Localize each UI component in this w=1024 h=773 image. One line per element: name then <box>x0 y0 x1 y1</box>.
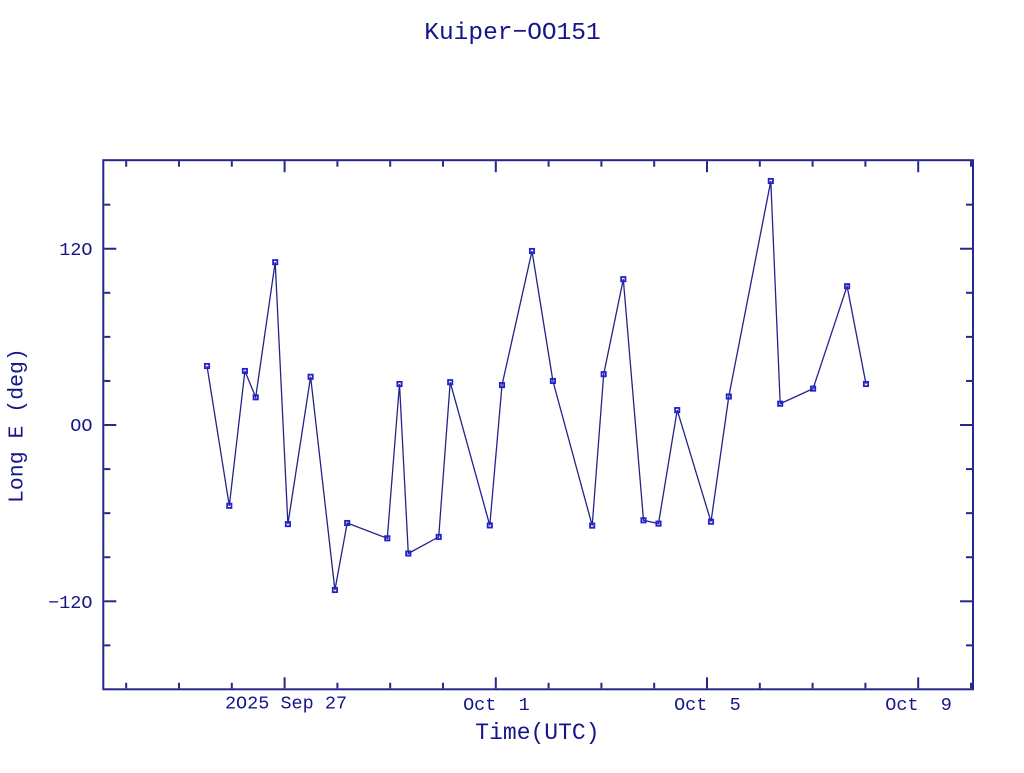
svg-text:Oct 9: Oct 9 <box>885 695 952 716</box>
svg-text:−12O: −12O <box>48 593 92 614</box>
svg-text:Oct 1: Oct 1 <box>463 695 530 716</box>
svg-text:Kuiper−OO151: Kuiper−OO151 <box>424 20 600 47</box>
svg-text:Time(UTC): Time(UTC) <box>475 720 599 746</box>
svg-text:Oct 5: Oct 5 <box>674 695 741 716</box>
svg-text:12O: 12O <box>59 240 92 261</box>
svg-text:Long E (deg): Long E (deg) <box>5 348 29 503</box>
svg-text:OO: OO <box>70 416 92 437</box>
svg-text:2O25 Sep 27: 2O25 Sep 27 <box>225 694 347 715</box>
